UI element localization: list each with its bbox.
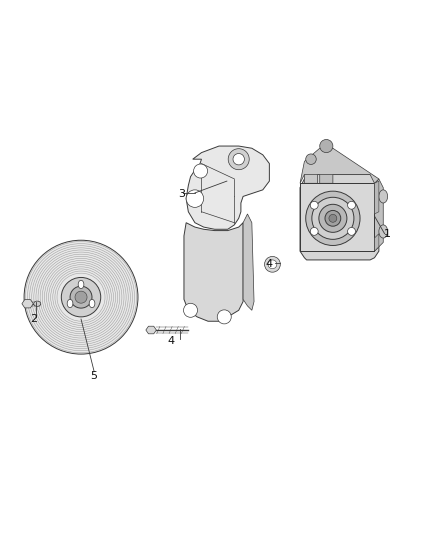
Polygon shape xyxy=(186,146,269,229)
Polygon shape xyxy=(304,161,318,183)
Polygon shape xyxy=(184,223,243,321)
Circle shape xyxy=(319,204,347,232)
Circle shape xyxy=(306,191,360,246)
Circle shape xyxy=(310,228,318,236)
Polygon shape xyxy=(374,181,379,214)
Circle shape xyxy=(24,240,138,354)
Circle shape xyxy=(268,260,277,269)
Polygon shape xyxy=(300,183,374,251)
Circle shape xyxy=(310,201,318,209)
Circle shape xyxy=(325,211,341,226)
Polygon shape xyxy=(300,174,379,260)
Circle shape xyxy=(348,201,356,209)
Polygon shape xyxy=(374,233,379,251)
Circle shape xyxy=(61,278,101,317)
Circle shape xyxy=(348,228,356,236)
Ellipse shape xyxy=(89,300,95,308)
Ellipse shape xyxy=(379,190,388,203)
Polygon shape xyxy=(374,179,383,251)
Text: 1: 1 xyxy=(384,229,391,239)
Circle shape xyxy=(75,291,87,303)
Text: 4: 4 xyxy=(167,336,174,346)
Circle shape xyxy=(312,197,354,239)
Polygon shape xyxy=(146,326,156,334)
Circle shape xyxy=(217,310,231,324)
Circle shape xyxy=(306,154,316,165)
Polygon shape xyxy=(300,148,379,183)
Circle shape xyxy=(186,190,204,207)
Circle shape xyxy=(329,214,337,222)
Circle shape xyxy=(194,164,208,178)
Text: 3: 3 xyxy=(178,189,185,199)
Ellipse shape xyxy=(379,225,388,238)
Ellipse shape xyxy=(78,280,84,288)
Polygon shape xyxy=(243,214,254,310)
Circle shape xyxy=(265,256,280,272)
Polygon shape xyxy=(320,148,333,183)
Text: 2: 2 xyxy=(31,314,38,324)
Circle shape xyxy=(184,303,198,317)
Text: 4: 4 xyxy=(266,260,273,269)
Text: 5: 5 xyxy=(91,371,98,381)
Ellipse shape xyxy=(67,300,73,308)
Circle shape xyxy=(320,140,333,152)
Ellipse shape xyxy=(34,301,41,306)
Circle shape xyxy=(70,286,92,308)
Circle shape xyxy=(233,154,244,165)
Polygon shape xyxy=(22,300,33,308)
Circle shape xyxy=(228,149,249,169)
